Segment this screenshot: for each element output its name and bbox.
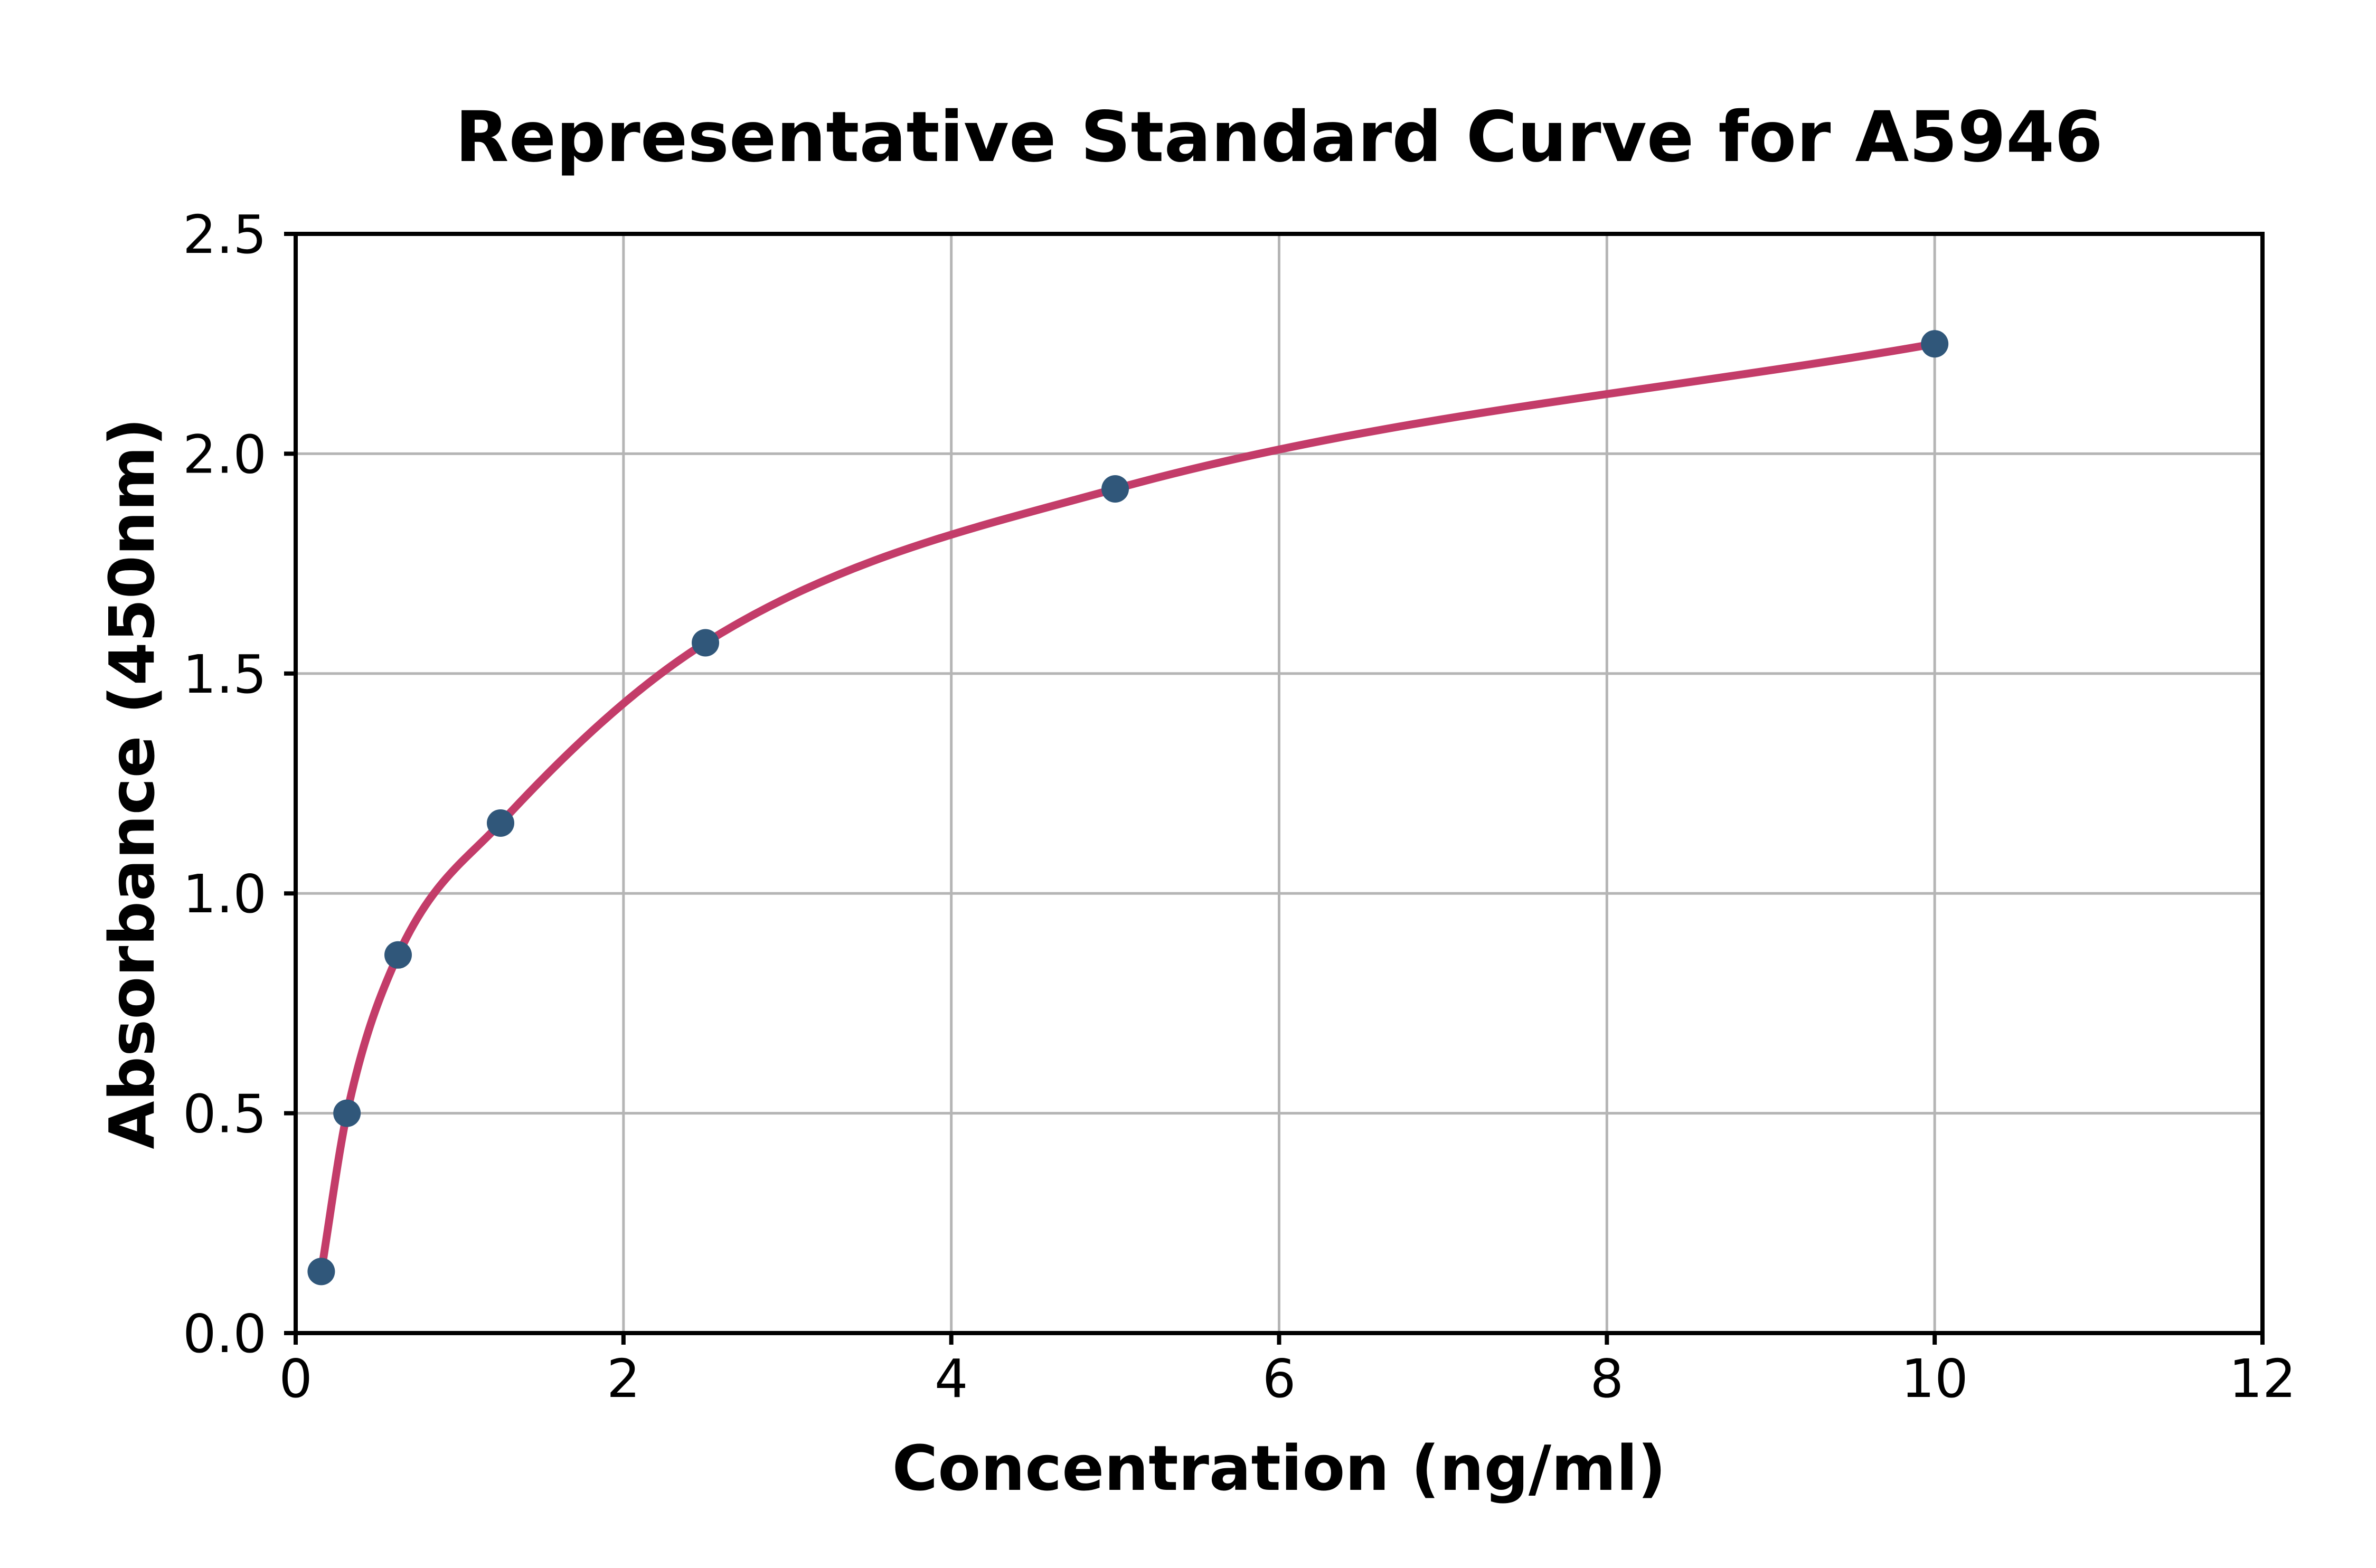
y-tick-label: 1.5	[183, 644, 267, 705]
y-tick-label: 2.0	[183, 423, 267, 485]
data-point	[384, 941, 412, 969]
data-point	[333, 1099, 361, 1127]
data-point	[692, 629, 720, 657]
grid-layer	[296, 234, 2262, 1333]
y-tick-label: 2.5	[183, 204, 267, 266]
y-tick-label: 1.0	[183, 863, 267, 925]
data-point	[307, 1258, 335, 1286]
x-tick-label: 6	[1262, 1348, 1296, 1410]
y-tick-label: 0.0	[183, 1303, 267, 1365]
x-tick-label: 8	[1590, 1348, 1624, 1410]
fitted-curve	[317, 339, 1939, 1276]
x-tick-label: 10	[1901, 1348, 1968, 1410]
x-tick-label: 2	[607, 1348, 640, 1410]
x-tick-label: 0	[279, 1348, 313, 1410]
data-point	[487, 809, 515, 837]
y-tick-label: 0.5	[183, 1083, 267, 1145]
data-point	[1101, 475, 1129, 503]
x-axis-label: Concentration (ng/ml)	[892, 1432, 1666, 1505]
axis-layer: 0 2 4 6 8 10 12 0.0 0.5 1.0 1.5 2.0 2.5	[183, 204, 2296, 1410]
chart-title: Representative Standard Curve for A5946	[455, 97, 2103, 178]
x-tick-label: 12	[2229, 1348, 2296, 1410]
data-layer	[307, 330, 1949, 1286]
x-tick-label: 4	[935, 1348, 968, 1410]
data-point	[1921, 330, 1949, 358]
